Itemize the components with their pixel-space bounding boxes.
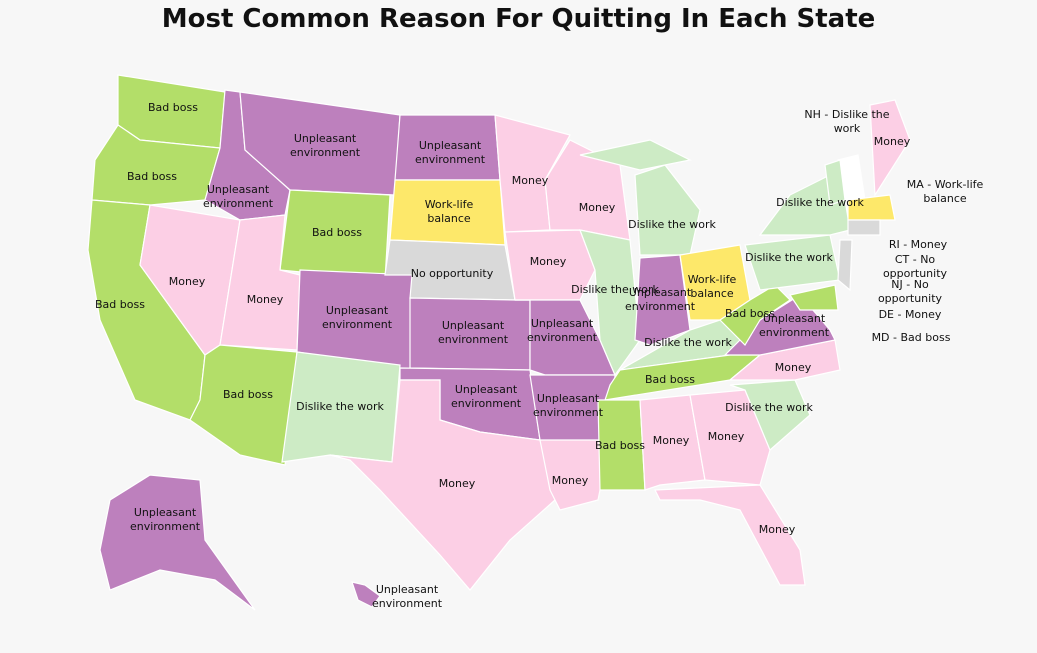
state-label: Unpleasant environment (532, 392, 604, 419)
state-label: Money (168, 275, 206, 288)
state-label: Bad boss (645, 373, 695, 386)
state-shape (847, 219, 881, 236)
state-label: Dislike the work (296, 400, 384, 413)
callout-label: DE - Money (878, 308, 942, 321)
state-label: Money (246, 293, 284, 306)
state-label: Bad boss (595, 439, 645, 452)
state-label: Unpleasant environment (129, 506, 201, 533)
state-label: Bad boss (725, 307, 775, 320)
state-label: Money (873, 135, 911, 148)
state-shape (639, 394, 706, 491)
callout-label: NH - Dislike the work (804, 108, 890, 135)
state-label: Money (707, 430, 745, 443)
state-label: Money (578, 201, 616, 214)
state-shape (869, 99, 911, 197)
state-shape (729, 379, 811, 452)
state-shape (189, 344, 298, 466)
state-label: Unpleasant environment (321, 304, 393, 331)
state-shape (728, 339, 841, 381)
state-label: Bad boss (95, 298, 145, 311)
state-label: Money (438, 477, 476, 490)
state-label: Bad boss (148, 101, 198, 114)
state-label: No opportunity (410, 267, 494, 280)
state-label: Money (774, 361, 812, 374)
state-label: Dislike the work (776, 196, 864, 209)
state-label: Money (551, 474, 589, 487)
state-label: Unpleasant environment (202, 183, 274, 210)
state-shape (837, 239, 853, 292)
state-label: Unpleasant environment (371, 583, 443, 610)
state-label: Unpleasant environment (289, 132, 361, 159)
state-label: Unpleasant environment (437, 319, 509, 346)
state-label: Unpleasant environment (624, 286, 696, 313)
state-shape (634, 164, 701, 256)
state-label: Bad boss (312, 226, 362, 239)
state-shape (719, 284, 791, 346)
state-label: Bad boss (127, 170, 177, 183)
state-label: Bad boss (223, 388, 273, 401)
state-label: Money (758, 523, 796, 536)
callout-label: NJ - No opportunity (877, 278, 943, 305)
state-label: Work-life balance (424, 198, 474, 225)
state-label: Unpleasant environment (414, 139, 486, 166)
state-label: Work-life balance (687, 273, 737, 300)
state-label: Dislike the work (644, 336, 732, 349)
state-label: Dislike the work (745, 251, 833, 264)
state-shape (824, 159, 846, 206)
state-label: Money (652, 434, 690, 447)
callout-label: RI - Money (888, 238, 948, 251)
state-shape (91, 124, 221, 206)
state-shape (789, 284, 839, 311)
callout-label: CT - No opportunity (882, 253, 948, 280)
state-shape (99, 474, 256, 611)
state-label: Money (529, 255, 567, 268)
state-label: Dislike the work (571, 283, 659, 296)
state-label: Money (511, 174, 549, 187)
state-label: Dislike the work (725, 401, 813, 414)
state-shape (847, 194, 896, 221)
callout-label: MD - Bad boss (871, 331, 951, 344)
state-shape (579, 229, 641, 377)
state-shape (689, 389, 771, 486)
state-label: Unpleasant environment (450, 383, 522, 410)
state-shape (654, 484, 806, 586)
state-label: Unpleasant environment (758, 312, 830, 339)
callout-label: MA - Work-life balance (906, 178, 984, 205)
state-shape (351, 581, 381, 608)
state-label: Unpleasant environment (526, 317, 598, 344)
map-title: Most Common Reason For Quitting In Each … (161, 4, 876, 34)
state-shape (579, 139, 692, 171)
state-label: Dislike the work (628, 218, 716, 231)
state-shape (634, 254, 691, 346)
